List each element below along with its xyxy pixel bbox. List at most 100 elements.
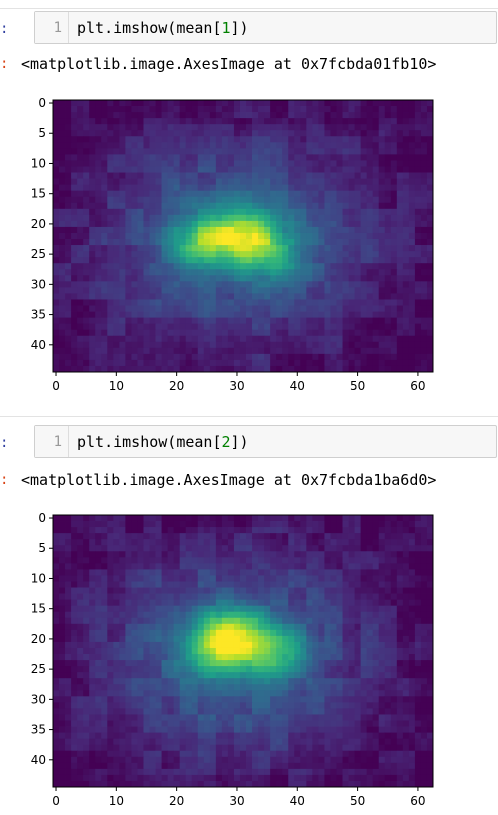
- heatmap-cell: [294, 654, 301, 661]
- heatmap-cell: [77, 563, 84, 570]
- heatmap-cell: [155, 605, 162, 613]
- heatmap-cell: [384, 142, 392, 149]
- heatmap-cell: [119, 684, 126, 691]
- heatmap-cell: [276, 172, 283, 179]
- heatmap-cell: [336, 341, 343, 349]
- heatmap-cell: [101, 136, 108, 143]
- heatmap-cell: [95, 130, 102, 137]
- heatmap-cell: [360, 281, 368, 288]
- heatmap-cell: [258, 593, 265, 601]
- heatmap-cell: [83, 317, 90, 325]
- cell-2-code-editor[interactable]: 1 plt.imshow(mean[2]): [34, 425, 497, 458]
- cell-1-code-line[interactable]: plt.imshow(mean[1]): [77, 19, 249, 37]
- heatmap-cell: [101, 527, 108, 534]
- heatmap-cell: [65, 678, 72, 685]
- heatmap-cell: [270, 112, 277, 119]
- heatmap-cell: [53, 257, 60, 264]
- heatmap-cell: [312, 257, 319, 264]
- heatmap-cell: [282, 118, 289, 125]
- heatmap-cell: [378, 690, 386, 697]
- heatmap-cell: [324, 611, 331, 619]
- heatmap-cell: [209, 581, 217, 588]
- heatmap-cell: [402, 678, 410, 685]
- heatmap-cell: [71, 347, 78, 355]
- heatmap-cell: [227, 575, 235, 582]
- cell-2-code-line[interactable]: plt.imshow(mean[2]): [77, 433, 249, 451]
- heatmap-cell: [203, 654, 211, 661]
- heatmap-cell: [300, 557, 307, 564]
- heatmap-cell: [246, 112, 253, 119]
- heatmap-cell: [330, 166, 337, 173]
- heatmap-cell: [83, 647, 90, 655]
- heatmap-cell: [65, 569, 72, 576]
- heatmap-cell: [83, 587, 90, 594]
- heatmap-cell: [203, 660, 211, 667]
- heatmap-cell: [318, 341, 325, 349]
- heatmap-cell: [252, 178, 259, 186]
- heatmap-cell: [330, 575, 337, 582]
- heatmap-cell: [378, 515, 386, 522]
- heatmap-cell: [420, 329, 428, 337]
- heatmap-cell: [137, 551, 144, 558]
- heatmap-cell: [65, 257, 72, 264]
- heatmap-cell: [119, 623, 126, 631]
- heatmap-cell: [420, 341, 428, 349]
- heatmap-cell: [270, 154, 277, 161]
- heatmap-cell: [173, 551, 181, 558]
- heatmap-cell: [161, 533, 168, 540]
- heatmap-cell: [408, 593, 416, 601]
- heatmap-cell: [209, 617, 217, 625]
- heatmap-cell: [414, 515, 422, 522]
- heatmap-cell: [215, 323, 223, 331]
- heatmap-cell: [95, 647, 102, 655]
- heatmap-cell: [107, 245, 114, 252]
- heatmap-cell: [390, 317, 398, 325]
- heatmap-cell: [414, 239, 422, 246]
- heatmap-cell: [354, 545, 362, 552]
- heatmap-cell: [420, 118, 428, 125]
- heatmap-cell: [294, 702, 301, 709]
- heatmap-cell: [137, 635, 144, 643]
- heatmap-cell: [197, 678, 205, 685]
- heatmap-cell: [270, 208, 277, 216]
- heatmap-cell: [288, 251, 295, 258]
- heatmap-cell: [414, 293, 422, 300]
- heatmap-cell: [137, 341, 144, 349]
- heatmap-cell: [408, 317, 416, 325]
- heatmap-cell: [252, 118, 259, 125]
- heatmap-cell: [396, 118, 404, 125]
- heatmap-cell: [282, 208, 289, 216]
- heatmap-cell: [426, 660, 434, 667]
- heatmap-cell: [185, 196, 193, 204]
- heatmap-cell: [366, 178, 374, 186]
- heatmap-cell: [324, 533, 331, 540]
- heatmap-cell: [366, 317, 374, 325]
- heatmap-cell: [95, 202, 102, 210]
- heatmap-cell: [209, 214, 217, 222]
- heatmap-cell: [221, 317, 229, 325]
- heatmap-cell: [137, 263, 144, 270]
- heatmap-cell: [384, 641, 392, 649]
- heatmap-cell: [324, 353, 331, 361]
- heatmap-cell: [149, 714, 156, 721]
- heatmap-cell: [167, 684, 175, 691]
- heatmap-cell: [191, 678, 199, 685]
- heatmap-cell: [318, 593, 325, 601]
- heatmap-cell: [221, 172, 229, 179]
- heatmap-cell: [258, 281, 265, 288]
- heatmap-cell: [239, 623, 247, 631]
- heatmap-cell: [300, 678, 307, 685]
- heatmap-cell: [209, 220, 217, 228]
- heatmap-cell: [246, 124, 253, 131]
- heatmap-cell: [366, 365, 374, 373]
- heatmap-cell: [324, 160, 331, 167]
- heatmap-cell: [101, 317, 108, 325]
- cell-1-code-editor[interactable]: 1 plt.imshow(mean[1]): [34, 11, 497, 44]
- heatmap-cell: [161, 365, 168, 373]
- heatmap-cell: [197, 100, 205, 107]
- heatmap-cell: [336, 323, 343, 331]
- heatmap-cell: [119, 359, 126, 367]
- heatmap-cell: [119, 220, 126, 228]
- heatmap-cell: [336, 329, 343, 337]
- heatmap-cell: [288, 605, 295, 613]
